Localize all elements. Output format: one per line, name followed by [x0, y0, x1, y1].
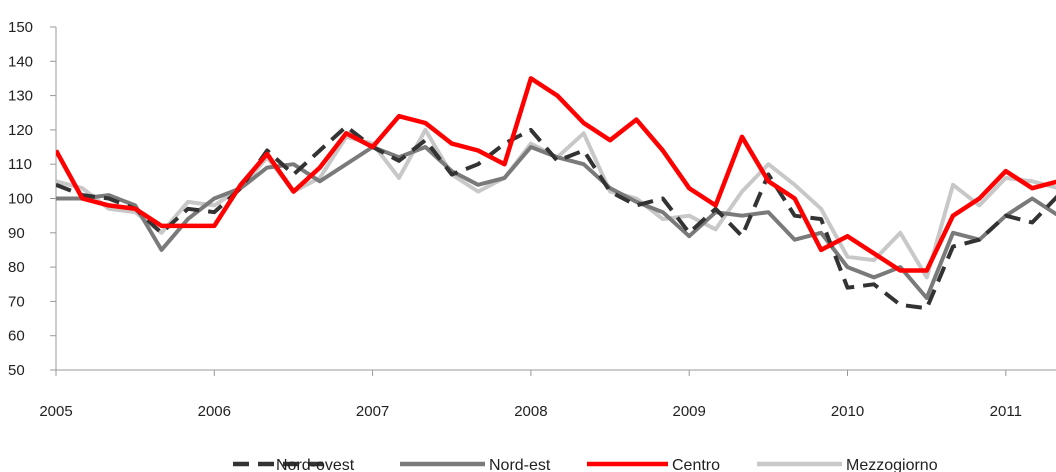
y-tick-label: 100 [8, 191, 33, 208]
y-tick-label: 120 [8, 122, 33, 139]
x-tick-label: 2008 [514, 403, 547, 420]
y-tick-label: 150 [8, 19, 33, 36]
y-axis: 50 60 70 80 90 100 110 120 130 140 150 [8, 19, 56, 379]
x-tick-label: 2009 [673, 403, 706, 420]
y-tick-label: 60 [8, 328, 25, 345]
legend: Nord-ovest Nord-est Centro Mezzogiorno [233, 457, 938, 472]
y-tick-label: 70 [8, 293, 25, 310]
legend-label: Centro [672, 457, 720, 472]
series-line-nord-ovest [56, 127, 1056, 309]
x-axis: 2005 2006 2007 2008 2009 2010 2011 [39, 370, 1056, 420]
y-tick-label: 90 [8, 225, 25, 242]
x-tick-label: 2010 [831, 403, 864, 420]
x-tick-label: 2011 [990, 403, 1022, 420]
legend-label: Nord-est [489, 457, 551, 472]
series-line-nord-est [56, 147, 1056, 298]
legend-label: Mezzogiorno [846, 457, 938, 472]
legend-label: Nord-ovest [276, 457, 355, 472]
y-tick-label: 110 [8, 156, 32, 173]
y-tick-label: 50 [8, 362, 25, 379]
y-tick-label: 140 [8, 53, 33, 70]
x-tick-label: 2005 [39, 403, 72, 420]
x-tick-label: 2007 [356, 403, 389, 420]
y-tick-label: 80 [8, 259, 25, 276]
plot-area [56, 78, 1056, 308]
y-tick-label: 130 [8, 88, 33, 105]
x-tick-label: 2006 [198, 403, 231, 420]
